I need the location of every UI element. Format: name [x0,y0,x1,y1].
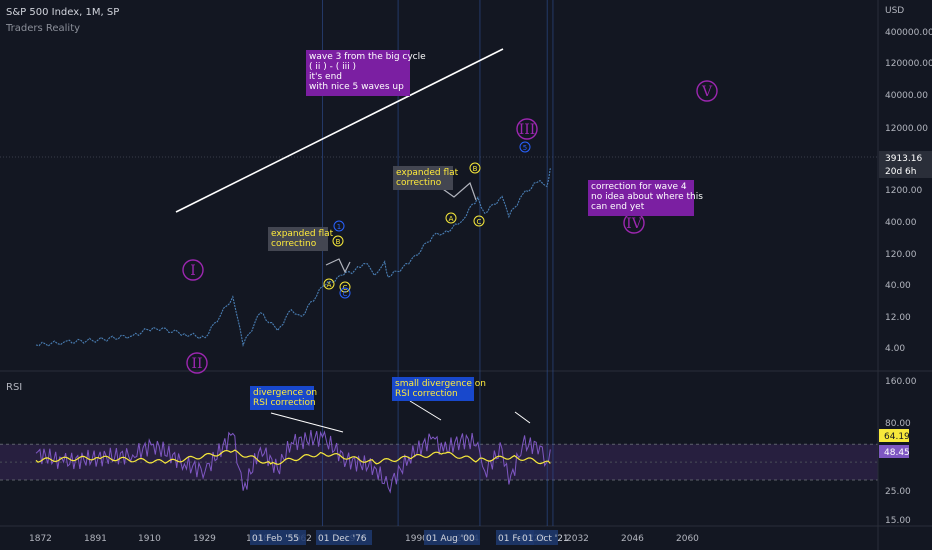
wave-C-circle [473,215,485,227]
price-tick-label: 400.00 [885,218,917,228]
price-tick-label: 12000.00 [885,124,928,134]
time-tick-label: 1990 [405,534,428,544]
rsi-line [35,430,551,494]
flat1-zigzag [325,258,351,274]
price-tick-label: 4.00 [885,344,905,354]
wave-A-label: A [327,281,332,289]
candle-countdown: 20d 6h [885,167,916,177]
wave-C-circle [339,281,351,293]
time-tick-label: 2060 [676,534,699,544]
time-highlight-label: 01 Feb '55 [252,534,299,544]
wave-I-label: I [190,263,196,279]
author-label: Traders Reality [6,23,81,34]
rsi-ma-badge [879,445,909,458]
wave-A-circle [323,278,335,290]
wave-V-label: V [701,84,713,100]
currency-label: USD [885,6,904,16]
wave-IV-label: IV [626,216,643,232]
rsi-value-badge [879,429,909,442]
wave-A-circle [445,212,457,224]
time-highlight-bg [316,530,372,545]
price-tick-label: 40000.00 [885,91,928,101]
rsi-tick-label: 15.00 [885,516,911,526]
wave-C-label: C [477,218,482,226]
wave-III-label: III [519,122,536,138]
note-expanded-flat-1[interactable]: expanded flat correctino [268,227,333,251]
wave-B-label: B [473,165,478,173]
wave-A-label: A [449,215,454,223]
wave-III-circle [516,118,538,140]
wave-small-label: 1 [337,223,341,231]
trendline-wave3 [175,48,504,213]
rsi-tick-label: 80.00 [885,419,911,429]
last-price-value: 3913.16 [885,154,922,164]
time-highlight-bg [520,530,558,545]
rsi-tick-label: 25.00 [885,487,911,497]
price-series-line [35,168,551,348]
rsi-value: 64.19 [884,432,910,442]
note-wave3[interactable]: wave 3 from the big cycle ( ii ) - ( iii… [306,50,426,96]
trendline-rsi-divergence-1 [270,412,344,433]
time-highlight-bg [424,530,480,545]
time-tick-label: 2032 [566,534,589,544]
price-tick-label: 40.00 [885,281,911,291]
price-tick-label: 120000.00 [885,59,932,69]
time-tick-label: 1929 [193,534,216,544]
wave-B-circle [332,235,344,247]
rsi-ma-value: 48.45 [884,448,910,458]
price-tick-label: 1200.00 [885,186,922,196]
wave-I-circle [182,259,204,281]
wave-B-label: B [336,238,341,246]
note-expanded-flat-2[interactable]: expanded flat correctino [393,166,458,190]
time-highlight-label: 01 Aug '00 [426,534,475,544]
time-tick-label: 1872 [29,534,52,544]
flat2-zigzag [439,181,477,201]
time-highlight-bg [250,530,306,545]
rsi-ma-line [35,449,551,465]
note-divergence-1[interactable]: divergence on RSI correction [250,386,317,410]
rsi-pane-label[interactable]: RSI [6,382,23,393]
price-tick-label: 12.00 [885,313,911,323]
time-highlight-label: 01 Dec '76 [318,534,367,544]
price-tick-label: 120.00 [885,250,917,260]
wave-II-label: II [191,356,202,372]
price-tick-label: 400000.00 [885,28,932,38]
trendline-rsi-divergence-3 [514,411,531,424]
wave-II-circle [186,352,208,374]
wave-B-circle [469,162,481,174]
symbol-title[interactable]: S&P 500 Index, 1M, SP [6,7,120,18]
wave-small-circle [519,141,531,153]
wave-small-label: 5 [523,144,527,152]
wave-small-circle [333,220,345,232]
wave-small-circle [339,287,351,299]
note-correction-wave4[interactable]: correction for wave 4 no idea about wher… [588,180,703,216]
wave-V-circle [696,80,718,102]
time-tick-label: 1891 [84,534,107,544]
time-highlight-label: 01 Oct '21 [522,534,569,544]
wave-small-label: C [343,290,348,298]
trendline-rsi-divergence-2 [409,400,442,421]
last-price-badge [879,151,932,178]
time-tick-label: 1910 [138,534,161,544]
rsi-tick-label: 160.00 [885,377,917,387]
time-tick-label: 2046 [621,534,644,544]
note-divergence-2[interactable]: small divergence on RSI correction [392,377,486,401]
